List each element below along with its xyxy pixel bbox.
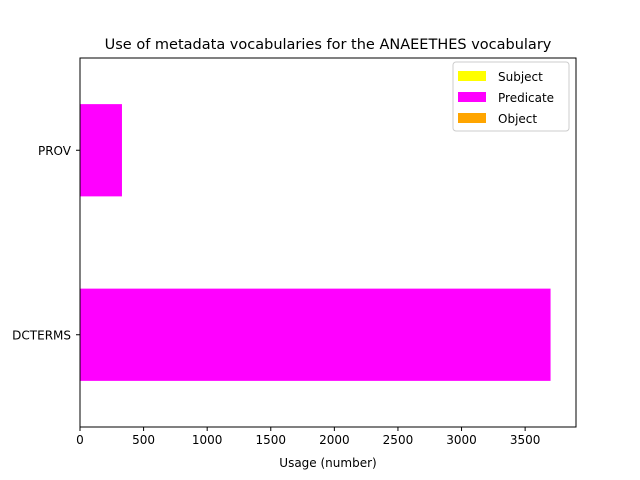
x-tick-label-3500: 3500 xyxy=(510,433,541,447)
legend-label-object: Object xyxy=(498,112,537,126)
x-axis-label: Usage (number) xyxy=(279,456,376,470)
legend-label-predicate: Predicate xyxy=(498,91,554,105)
plot-area: DCTERMS PROV 0 500 1000 1500 2000 2500 3000 3500 xyxy=(12,104,551,447)
x-tick-label-0: 0 xyxy=(76,433,84,447)
x-tick-label-1500: 1500 xyxy=(255,433,286,447)
y-tick-label-dcterms: DCTERMS xyxy=(12,328,71,342)
legend: Subject Predicate Object xyxy=(452,61,570,132)
x-tick-label-2000: 2000 xyxy=(319,433,350,447)
chart-title: Use of metadata vocabularies for the ANA… xyxy=(105,37,552,53)
y-tick-label-prov: PROV xyxy=(38,144,72,158)
legend-swatch-object xyxy=(458,113,486,123)
legend-swatch-predicate xyxy=(458,92,486,102)
plot-frame xyxy=(79,57,577,428)
x-tick-label-2500: 2500 xyxy=(383,433,414,447)
bar-prov-predicate xyxy=(80,104,122,197)
bar-dcterms-predicate xyxy=(80,288,551,381)
x-tick-label-500: 500 xyxy=(132,433,155,447)
legend-swatch-subject xyxy=(458,71,486,81)
legend-label-subject: Subject xyxy=(498,70,543,84)
x-tick-label-3000: 3000 xyxy=(446,433,477,447)
x-tick-label-1000: 1000 xyxy=(192,433,223,447)
